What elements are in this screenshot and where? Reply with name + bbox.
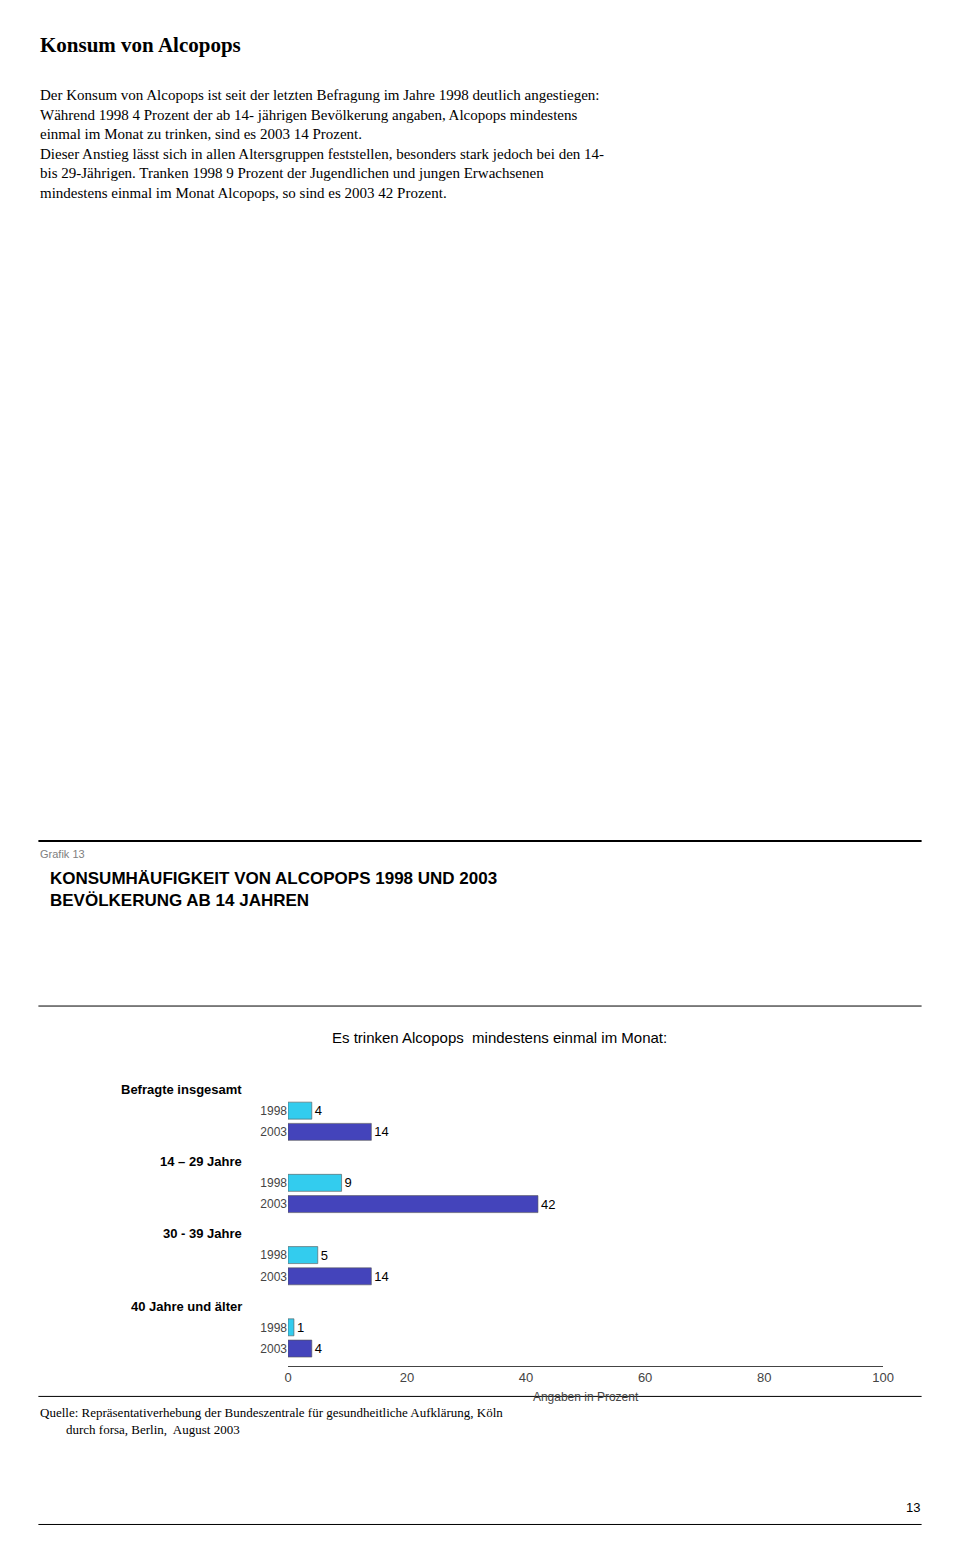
- svg-text:30 - 39 Jahre: 30 - 39 Jahre: [163, 1226, 242, 1241]
- svg-text:100: 100: [872, 1370, 894, 1385]
- svg-text:13: 13: [906, 1500, 920, 1515]
- svg-text:Angaben in Prozent: Angaben in Prozent: [533, 1390, 639, 1404]
- svg-text:80: 80: [757, 1370, 771, 1385]
- svg-text:60: 60: [638, 1370, 652, 1385]
- svg-text:9: 9: [345, 1175, 352, 1190]
- svg-text:Konsum von Alcopops: Konsum von Alcopops: [40, 33, 241, 57]
- svg-text:1998: 1998: [260, 1104, 287, 1118]
- svg-text:Befragte insgesamt: Befragte insgesamt: [121, 1082, 242, 1097]
- svg-text:1998: 1998: [260, 1321, 287, 1335]
- svg-text:2003: 2003: [260, 1197, 287, 1211]
- svg-text:2003: 2003: [260, 1342, 287, 1356]
- svg-text:Grafik 13: Grafik 13: [40, 848, 85, 860]
- svg-text:4: 4: [315, 1103, 322, 1118]
- svg-text:2003: 2003: [260, 1125, 287, 1139]
- svg-text:40: 40: [519, 1370, 533, 1385]
- svg-text:1: 1: [297, 1320, 304, 1335]
- svg-text:4: 4: [315, 1341, 322, 1356]
- svg-text:14 – 29 Jahre: 14 – 29 Jahre: [160, 1154, 242, 1169]
- svg-text:Quelle: Repräsentativerhebung: Quelle: Repräsentativerhebung der Bundes…: [40, 1405, 503, 1437]
- svg-text:Der Konsum von Alcopops ist se: Der Konsum von Alcopops ist seit der let…: [40, 87, 604, 201]
- svg-text:20: 20: [400, 1370, 414, 1385]
- svg-text:5: 5: [321, 1248, 328, 1263]
- svg-text:1998: 1998: [260, 1248, 287, 1262]
- svg-text:KONSUMHÄUFIGKEIT VON ALCOPOPS: KONSUMHÄUFIGKEIT VON ALCOPOPS 1998 UND 2…: [50, 869, 497, 910]
- svg-text:0: 0: [284, 1370, 291, 1385]
- svg-text:2003: 2003: [260, 1270, 287, 1284]
- svg-text:14: 14: [374, 1124, 388, 1139]
- svg-text:40 Jahre und älter: 40 Jahre und älter: [131, 1299, 242, 1314]
- svg-text:Es trinken Alcopops mindesten: Es trinken Alcopops mindestens einmal im…: [332, 1029, 667, 1046]
- svg-text:42: 42: [541, 1197, 555, 1212]
- svg-text:14: 14: [374, 1269, 388, 1284]
- svg-text:1998: 1998: [260, 1176, 287, 1190]
